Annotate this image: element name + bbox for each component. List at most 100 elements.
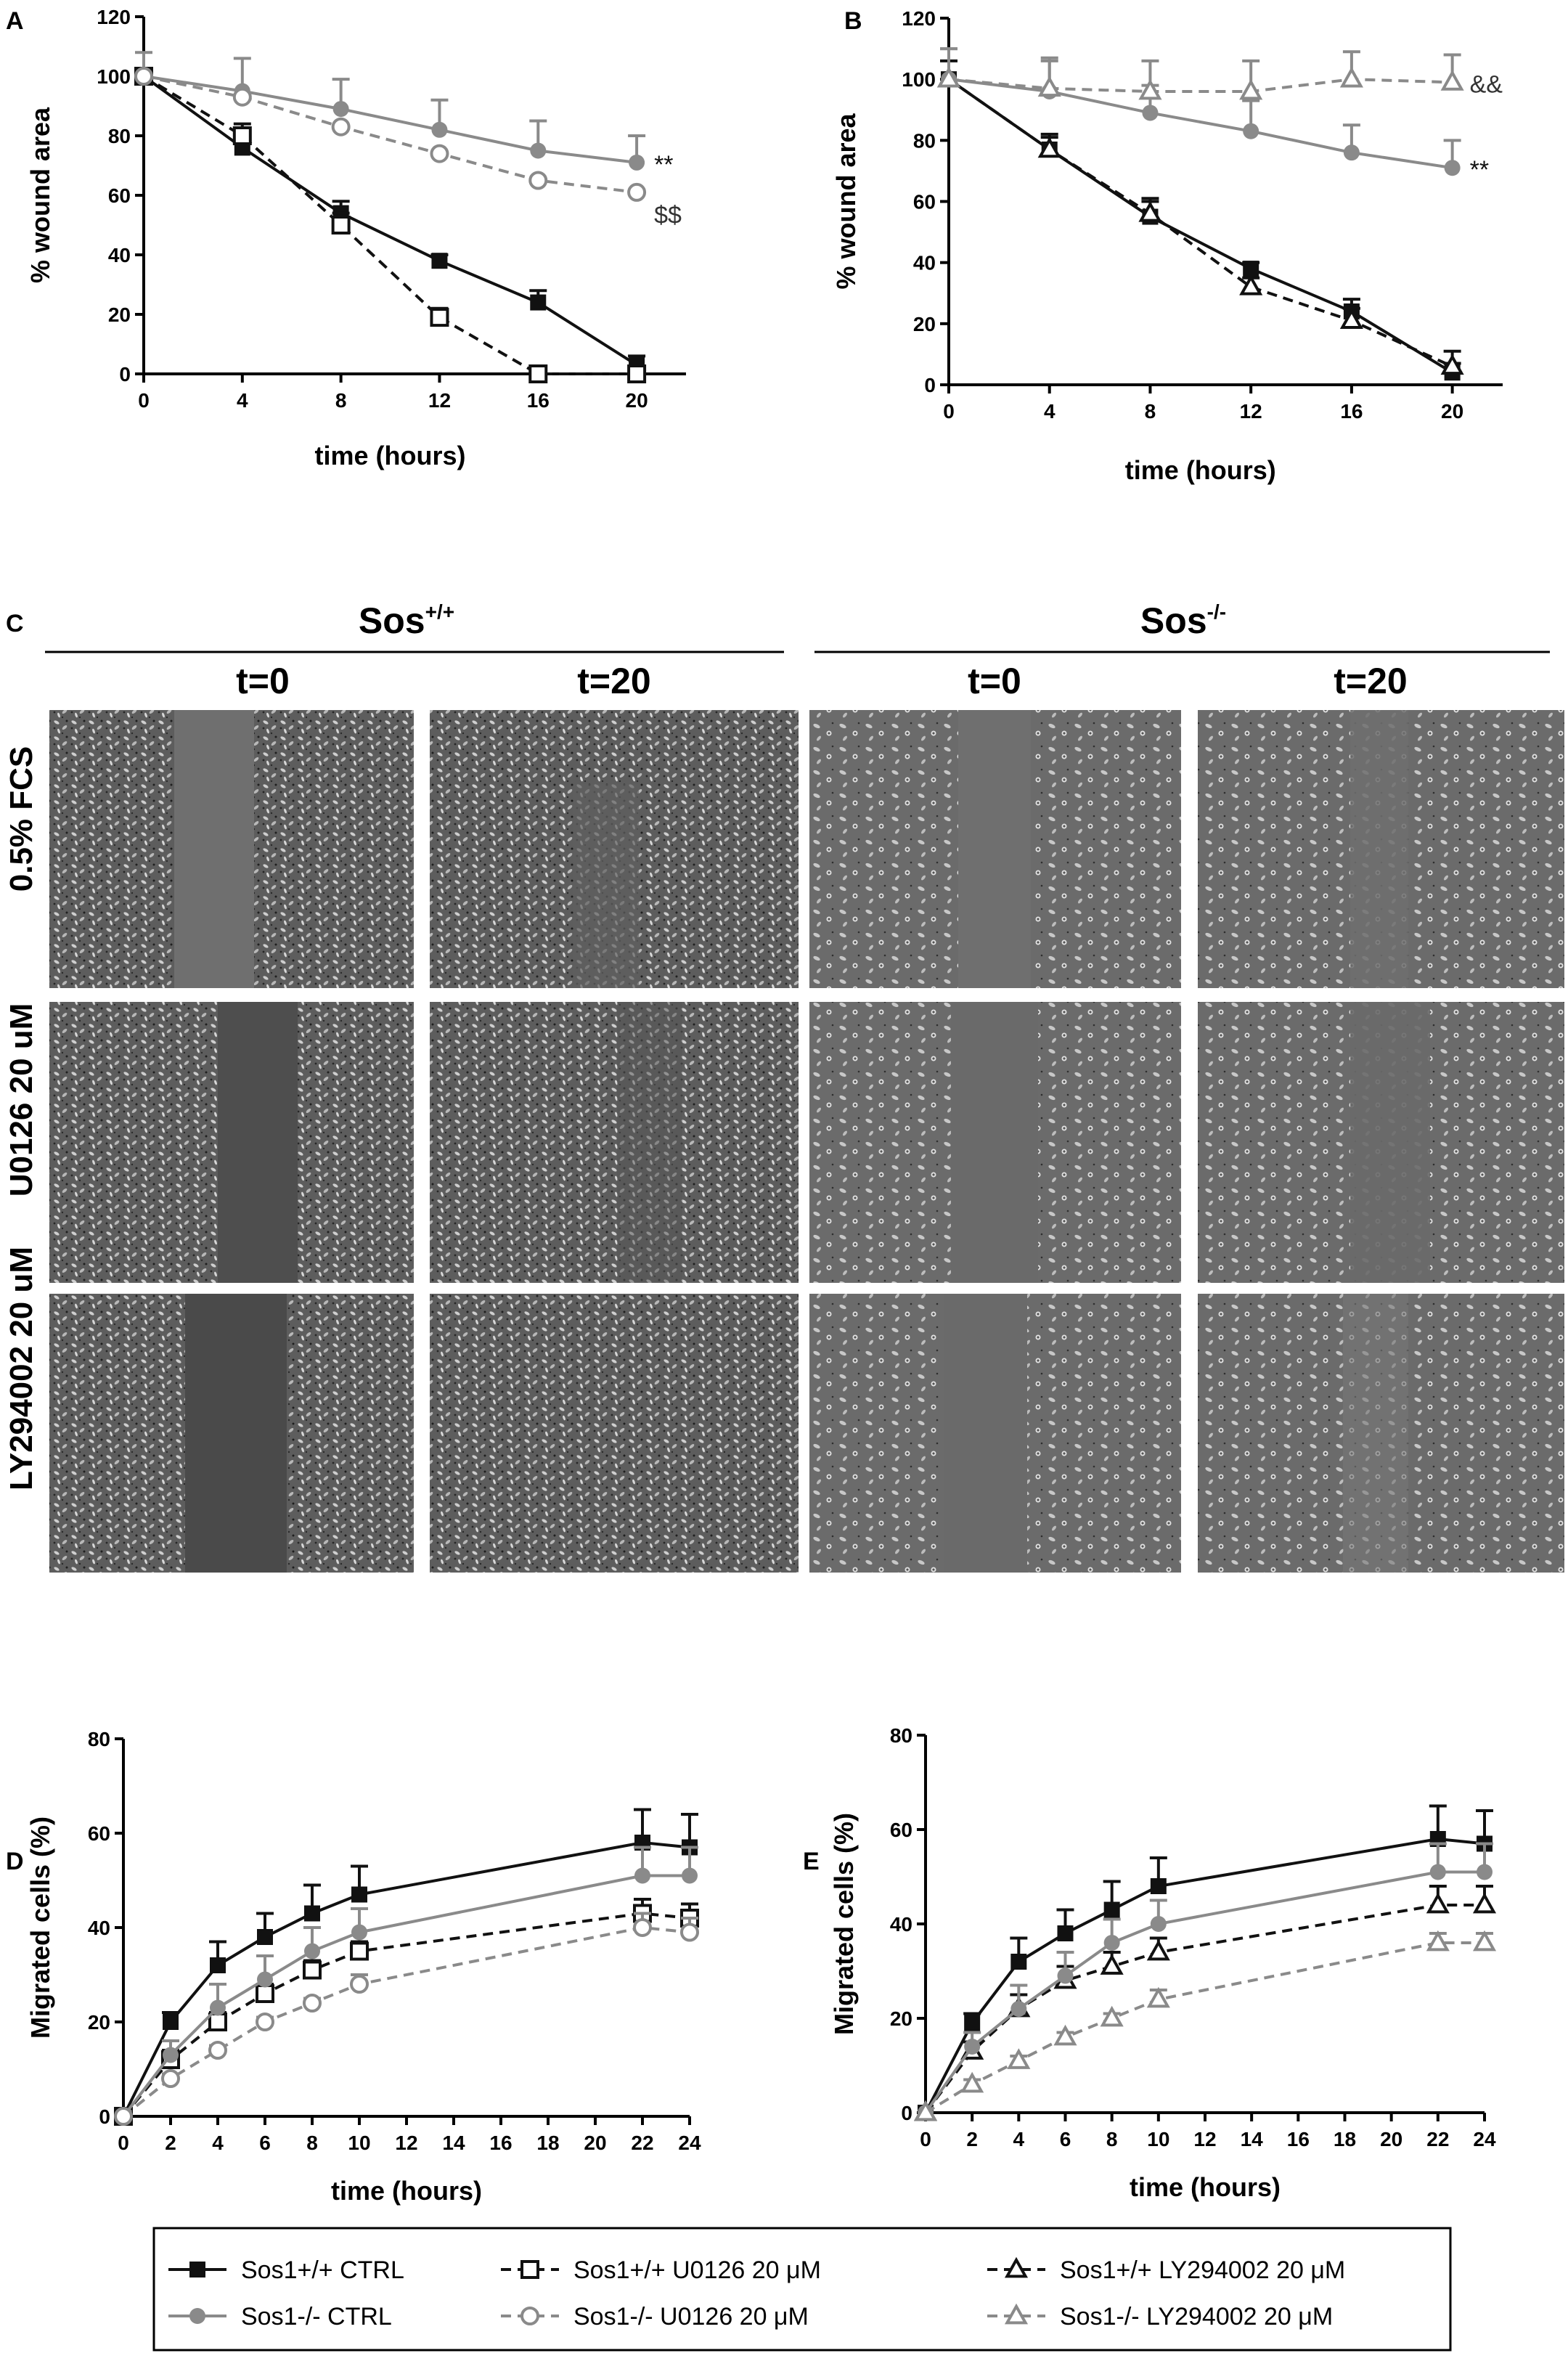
y-tick-label: 60 [88, 1822, 110, 1845]
y-tick-label: 80 [913, 129, 936, 152]
data-point [1100, 1954, 1124, 1975]
y-axis-title: % wound area [831, 113, 861, 290]
x-tick-label: 24 [1473, 2128, 1496, 2150]
y-tick-label: 0 [924, 374, 936, 396]
series-0 [136, 68, 646, 373]
row-label-fcs: 0.5% FCS [4, 746, 39, 892]
wound-gap [218, 1002, 298, 1283]
series-line [924, 1904, 1485, 2114]
data-point [682, 1867, 698, 1884]
data-point [431, 121, 448, 138]
x-tick-label: 16 [527, 389, 550, 412]
data-point [1239, 274, 1263, 295]
x-tick-label: 14 [442, 2132, 465, 2154]
series-line [142, 75, 637, 375]
x-axis-title: time (hours) [1130, 2172, 1281, 2202]
x-tick-label: 6 [259, 2132, 271, 2154]
y-tick-label: 20 [890, 2007, 912, 2030]
legend-label: Sos1+/+ U0126 20 μM [573, 2256, 821, 2284]
x-tick-label: 14 [1241, 2128, 1264, 2150]
col-label-1: t=0 [236, 661, 290, 701]
data-point [431, 253, 448, 269]
data-point [530, 294, 547, 311]
x-tick-label: 24 [678, 2132, 701, 2154]
panel-letter-b: B [844, 7, 862, 35]
y-tick-label: 0 [119, 363, 131, 386]
series-line [143, 75, 637, 194]
data-point [351, 1886, 367, 1903]
legend-item: Sos1+/+ LY294002 20 μM [987, 2256, 1345, 2284]
data-point [331, 117, 351, 136]
legend-marker [1004, 2256, 1029, 2278]
x-tick-label: 18 [536, 2132, 559, 2154]
panel-letter-a: A [6, 7, 24, 35]
series-0 [918, 1804, 1493, 2121]
series-3 [114, 1912, 699, 2126]
legend-marker [189, 2262, 205, 2277]
data-point [530, 142, 547, 159]
significance-mark: && [1470, 70, 1503, 98]
data-point [634, 1867, 650, 1884]
data-point [332, 101, 349, 118]
data-point [1426, 1892, 1450, 1914]
legend-label: Sos1-/- CTRL [241, 2303, 392, 2330]
series-3 [134, 67, 647, 202]
x-tick-label: 0 [920, 2128, 931, 2150]
x-tick-label: 6 [1060, 2128, 1071, 2150]
y-axis-title: Migrated cells (%) [25, 1816, 55, 2039]
data-point [257, 1929, 273, 1945]
legend-item: Sos1+/+ CTRL [168, 2256, 404, 2284]
data-point [134, 67, 153, 86]
data-point [1146, 1939, 1170, 1961]
chart-b: 0 20 40 60 80 100 120 0 4 8 12 16 20 time (hours) % wo… [831, 7, 1503, 485]
x-tick-label: 8 [1106, 2128, 1118, 2150]
chart-a: 0 20 40 60 80 100 120 0 4 8 12 16 20 time (hours) % wo… [25, 6, 686, 470]
series-line [143, 75, 637, 164]
x-axis-title: time (hours) [1125, 455, 1276, 485]
data-point [1426, 1930, 1450, 1952]
data-point [163, 2047, 179, 2063]
series-1 [114, 1898, 699, 2126]
y-tick-label: 0 [901, 2102, 912, 2124]
x-tick-label: 20 [1441, 400, 1463, 423]
data-point [680, 1922, 699, 1942]
series-line [947, 78, 1453, 368]
x-axis-title: time (hours) [315, 441, 466, 470]
data-point [1440, 70, 1464, 91]
x-tick-label: 4 [237, 389, 248, 412]
data-point [1100, 2005, 1124, 2027]
x-tick-label: 18 [1334, 2128, 1356, 2150]
y-tick-label: 40 [913, 252, 936, 274]
x-tick-label: 20 [626, 389, 648, 412]
data-point [1103, 1901, 1120, 1918]
legend-item: Sos1-/- CTRL [168, 2303, 392, 2330]
y-tick-label: 100 [97, 65, 131, 88]
data-point [208, 2013, 227, 2031]
col-label-3: t=0 [968, 661, 1021, 701]
data-point [1010, 2001, 1027, 2017]
data-point [528, 364, 548, 383]
significance-mark: $$ [654, 202, 682, 229]
data-point [350, 1941, 369, 1961]
data-point [256, 1984, 274, 2003]
panel-letter-e: E [803, 1848, 820, 1875]
series-1 [913, 1885, 1497, 2121]
data-point [1010, 1954, 1027, 1970]
row-label-ly294002: LY294002 20 uM [4, 1247, 39, 1490]
data-point [430, 308, 449, 327]
group-header-sos-wt: Sos+/+ [359, 600, 454, 641]
x-tick-label: 10 [1147, 2128, 1169, 2150]
data-point [627, 182, 647, 202]
x-tick-label: 0 [943, 400, 955, 423]
series-line [924, 1941, 1485, 2114]
panel-letter-d: D [6, 1848, 24, 1875]
wound-gap [185, 1294, 287, 1573]
series-0 [940, 59, 1461, 381]
data-point [627, 364, 647, 383]
x-tick-label: 16 [1287, 2128, 1310, 2150]
panel-letter-c: C [6, 610, 24, 637]
data-point [304, 1905, 320, 1922]
data-point [528, 171, 548, 190]
